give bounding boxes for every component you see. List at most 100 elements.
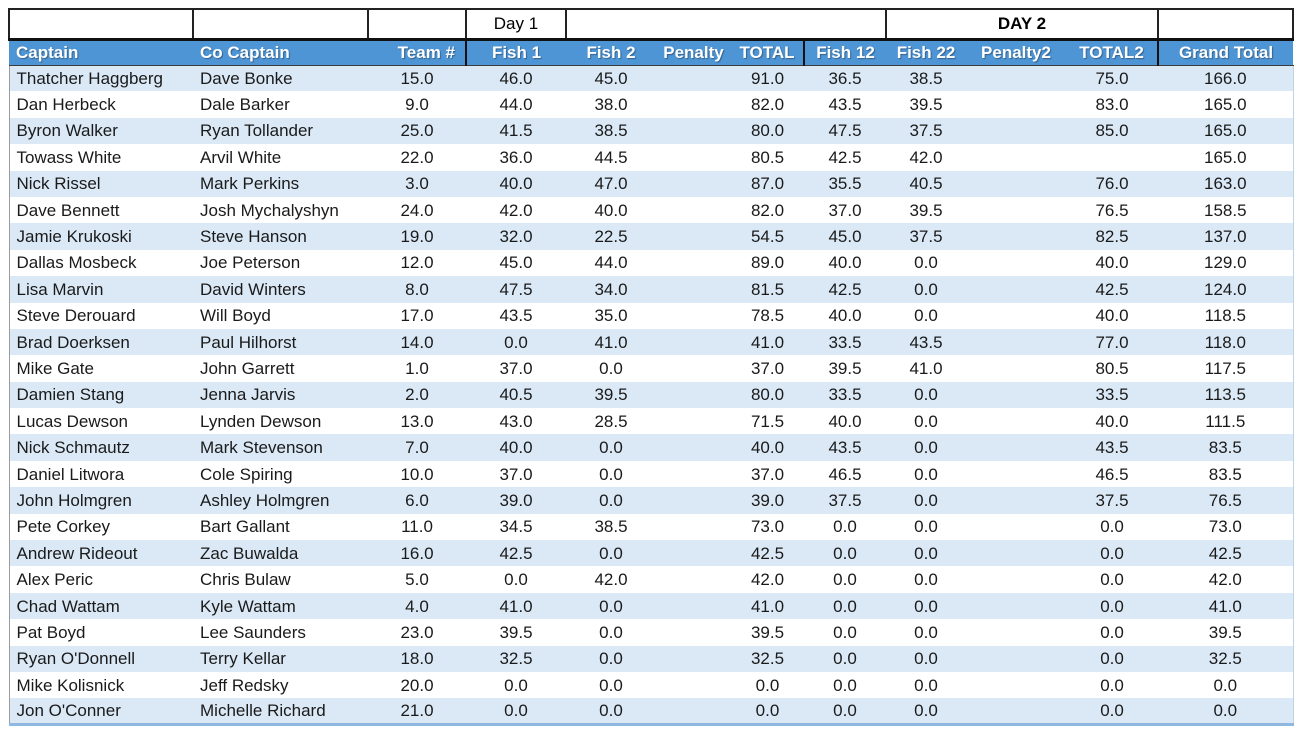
total2-cell[interactable]: 77.0 (1066, 328, 1159, 356)
fish1-cell[interactable]: 39.5 (466, 619, 566, 646)
col-header-penalty2[interactable]: Penalty2 (966, 39, 1066, 66)
team-number-cell[interactable]: 20.0 (368, 671, 466, 699)
fish12-cell[interactable]: 37.0 (804, 196, 886, 224)
penalty2-cell[interactable] (966, 170, 1066, 197)
fish1-cell[interactable]: 44.0 (466, 91, 566, 118)
fish1-cell[interactable]: 34.5 (466, 513, 566, 541)
fish2-cell[interactable]: 0.0 (566, 434, 656, 461)
col-header-fish-1[interactable]: Fish 1 (465, 39, 566, 66)
fish22-cell[interactable]: 0.0 (886, 698, 966, 727)
total2-cell[interactable]: 40.0 (1066, 408, 1159, 435)
total-cell[interactable]: 91.0 (731, 65, 804, 92)
co-captain-cell[interactable]: Lynden Dewson (193, 408, 368, 435)
total2-cell[interactable]: 46.5 (1066, 460, 1159, 488)
fish22-cell[interactable]: 42.0 (886, 144, 966, 171)
fish22-cell[interactable]: 0.0 (886, 513, 966, 541)
col-header-fish-2[interactable]: Fish 2 (566, 39, 656, 66)
total-cell[interactable]: 73.0 (731, 513, 804, 541)
co-captain-cell[interactable]: Jenna Jarvis (193, 381, 368, 409)
total-cell[interactable]: 37.0 (731, 355, 804, 382)
fish2-cell[interactable]: 0.0 (566, 698, 656, 727)
fish2-cell[interactable]: 44.0 (566, 249, 656, 277)
co-captain-cell[interactable]: Dave Bonke (193, 65, 368, 92)
fish1-cell[interactable]: 40.0 (466, 434, 566, 461)
total2-cell[interactable]: 82.5 (1066, 223, 1159, 250)
grand-total-cell[interactable]: 117.5 (1158, 355, 1294, 382)
grand-total-cell[interactable]: 32.5 (1158, 645, 1294, 672)
fish1-cell[interactable]: 40.0 (466, 170, 566, 197)
fish12-cell[interactable]: 37.5 (804, 487, 886, 514)
captain-cell[interactable]: Byron Walker (8, 117, 193, 145)
captain-cell[interactable]: Jon O'Conner (8, 698, 193, 727)
total2-cell[interactable]: 76.0 (1066, 170, 1159, 197)
fish2-cell[interactable]: 0.0 (566, 619, 656, 646)
fish1-cell[interactable]: 32.5 (466, 645, 566, 672)
captain-cell[interactable]: Nick Schmautz (8, 434, 193, 461)
team-number-cell[interactable]: 17.0 (368, 302, 466, 329)
grand-total-cell[interactable]: 42.5 (1158, 540, 1294, 567)
captain-cell[interactable]: Pat Boyd (8, 619, 193, 646)
fish1-cell[interactable]: 41.5 (466, 117, 566, 145)
penalty-cell[interactable] (656, 566, 731, 593)
co-captain-cell[interactable]: Kyle Wattam (193, 592, 368, 620)
captain-cell[interactable]: Mike Kolisnick (8, 671, 193, 699)
team-number-cell[interactable]: 18.0 (368, 645, 466, 672)
team-number-cell[interactable]: 12.0 (368, 249, 466, 277)
co-captain-cell[interactable]: Bart Gallant (193, 513, 368, 541)
fish1-cell[interactable]: 47.5 (466, 276, 566, 303)
penalty2-cell[interactable] (966, 619, 1066, 646)
fish2-cell[interactable]: 0.0 (566, 671, 656, 699)
penalty2-cell[interactable] (966, 645, 1066, 672)
penalty2-cell[interactable] (966, 223, 1066, 250)
co-captain-cell[interactable]: Ryan Tollander (193, 117, 368, 145)
fish12-cell[interactable]: 40.0 (804, 408, 886, 435)
penalty2-cell[interactable] (966, 144, 1066, 171)
penalty-cell[interactable] (656, 196, 731, 224)
total-cell[interactable]: 39.0 (731, 487, 804, 514)
grand-total-cell[interactable]: 137.0 (1158, 223, 1294, 250)
col-header-total[interactable]: TOTAL (731, 39, 804, 66)
fish12-cell[interactable]: 43.5 (804, 434, 886, 461)
total-cell[interactable]: 82.0 (731, 91, 804, 118)
penalty2-cell[interactable] (966, 698, 1066, 727)
team-number-cell[interactable]: 24.0 (368, 196, 466, 224)
co-captain-cell[interactable]: Josh Mychalyshyn (193, 196, 368, 224)
total2-cell[interactable]: 80.5 (1066, 355, 1159, 382)
penalty2-cell[interactable] (966, 328, 1066, 356)
fish22-cell[interactable]: 0.0 (886, 408, 966, 435)
penalty2-cell[interactable] (966, 513, 1066, 541)
fish1-cell[interactable]: 46.0 (466, 65, 566, 92)
penalty2-cell[interactable] (966, 276, 1066, 303)
penalty-cell[interactable] (656, 460, 731, 488)
grand-total-cell[interactable]: 0.0 (1158, 671, 1294, 699)
co-captain-cell[interactable]: Steve Hanson (193, 223, 368, 250)
fish12-cell[interactable]: 40.0 (804, 249, 886, 277)
fish1-cell[interactable]: 0.0 (466, 328, 566, 356)
total-cell[interactable]: 0.0 (731, 698, 804, 727)
grand-total-cell[interactable]: 158.5 (1158, 196, 1294, 224)
fish2-cell[interactable]: 44.5 (566, 144, 656, 171)
captain-cell[interactable]: Towass White (8, 144, 193, 171)
penalty-cell[interactable] (656, 513, 731, 541)
total2-cell[interactable]: 33.5 (1066, 381, 1159, 409)
fish1-cell[interactable]: 43.0 (466, 408, 566, 435)
total2-cell[interactable]: 40.0 (1066, 302, 1159, 329)
co-captain-cell[interactable]: Arvil White (193, 144, 368, 171)
penalty2-cell[interactable] (966, 540, 1066, 567)
penalty2-cell[interactable] (966, 249, 1066, 277)
penalty-cell[interactable] (656, 592, 731, 620)
fish22-cell[interactable]: 0.0 (886, 381, 966, 409)
total-cell[interactable]: 78.5 (731, 302, 804, 329)
captain-cell[interactable]: Ryan O'Donnell (8, 645, 193, 672)
penalty-cell[interactable] (656, 65, 731, 92)
co-captain-cell[interactable]: Dale Barker (193, 91, 368, 118)
fish2-cell[interactable]: 22.5 (566, 223, 656, 250)
co-captain-cell[interactable]: Will Boyd (193, 302, 368, 329)
fish12-cell[interactable]: 43.5 (804, 91, 886, 118)
total2-cell[interactable]: 40.0 (1066, 249, 1159, 277)
team-number-cell[interactable]: 4.0 (368, 592, 466, 620)
team-number-cell[interactable]: 22.0 (368, 144, 466, 171)
day1-group-cell[interactable]: Day 1 (465, 8, 567, 41)
co-captain-cell[interactable]: Joe Peterson (193, 249, 368, 277)
fish1-cell[interactable]: 39.0 (466, 487, 566, 514)
